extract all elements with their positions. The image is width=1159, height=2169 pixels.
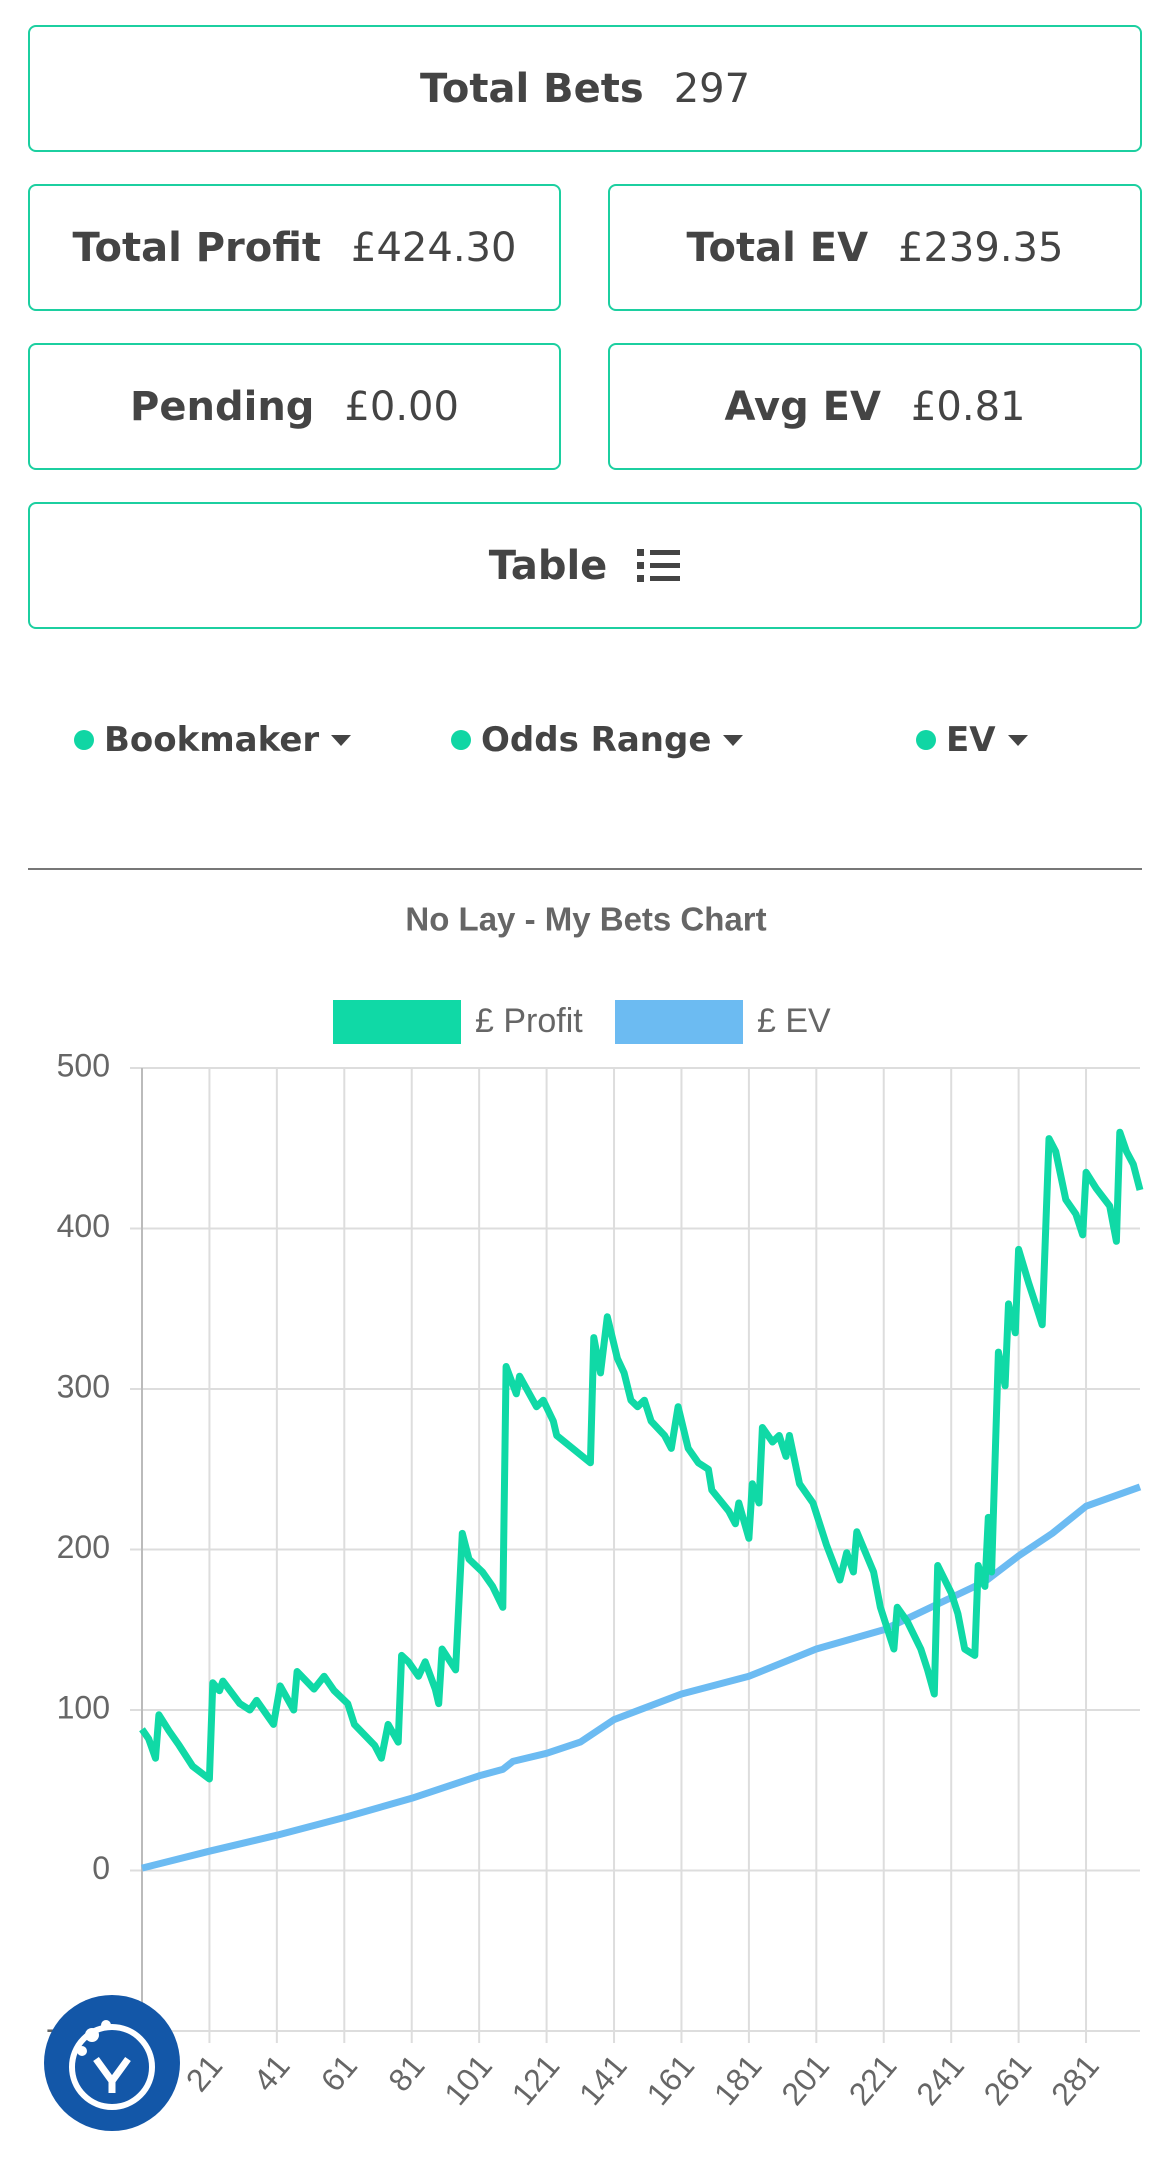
- x-tick-label: 241: [909, 2048, 971, 2112]
- x-tick-label: 221: [842, 2048, 904, 2112]
- chart-title: No Lay - My Bets Chart: [405, 901, 766, 938]
- stat-value: £239.35: [898, 224, 1064, 271]
- x-tick-label: 141: [572, 2048, 634, 2112]
- line: [141, 1483, 1142, 1872]
- caret: [331, 735, 352, 746]
- x-tick-label: 281: [1044, 2048, 1106, 2112]
- stat-label: Total Profit: [72, 224, 322, 271]
- x-tick-label: 181: [707, 2048, 769, 2112]
- stat-label: Total Bets: [419, 65, 644, 112]
- dot: [451, 730, 471, 750]
- caret: [723, 735, 744, 746]
- stat-value: £0.81: [910, 383, 1026, 430]
- caret: [1007, 735, 1028, 746]
- x-tick-label: 261: [977, 2048, 1039, 2112]
- dot: [916, 730, 936, 750]
- legend-label: £ EV: [757, 1002, 831, 1040]
- stat-card: Total Profit £424.30: [28, 184, 561, 311]
- y-tick-label: 400: [57, 1208, 110, 1244]
- line: [139, 1128, 1144, 1783]
- button-label: Table: [488, 542, 608, 589]
- stat-card: Avg EV £0.81: [608, 343, 1142, 470]
- x-tick-label: 121: [505, 2048, 567, 2112]
- chart: No Lay - My Bets Chart £ Profit£ EV-1000…: [46, 901, 1144, 2112]
- legend-swatch: [333, 1000, 461, 1044]
- legend-label: £ Profit: [475, 1002, 583, 1040]
- divider: [28, 868, 1142, 870]
- stat-value: 297: [673, 65, 751, 112]
- stat-label: Avg EV: [724, 383, 881, 430]
- stat-label: Pending: [130, 383, 315, 430]
- filter-dropdown[interactable]: Bookmaker: [74, 720, 353, 760]
- y-tick-label: 100: [57, 1689, 110, 1725]
- y-tick-label: 500: [57, 1047, 110, 1083]
- filter-dropdown[interactable]: EV: [916, 720, 1030, 760]
- filter-label: Odds Range: [481, 720, 712, 760]
- stat-value: £0.00: [344, 383, 459, 430]
- stat-card: Total EV £239.35: [608, 184, 1142, 311]
- stat-card: Total Bets 297: [28, 25, 1142, 152]
- table-button[interactable]: Table: [28, 502, 1142, 629]
- y-tick-label: 200: [57, 1529, 110, 1565]
- stat-label: Total EV: [686, 224, 869, 271]
- y-tick-label: 0: [92, 1850, 110, 1886]
- x-tick-label: 81: [381, 2048, 431, 2098]
- x-tick-label: 161: [639, 2048, 701, 2112]
- x-tick-label: 101: [437, 2048, 499, 2112]
- dot: [74, 730, 94, 750]
- cookie-logo[interactable]: [44, 1995, 180, 2131]
- x-tick-label: 201: [774, 2048, 836, 2112]
- x-tick-label: 41: [246, 2048, 296, 2098]
- x-tick-label: 61: [314, 2048, 364, 2098]
- stat-card: Pending £0.00: [28, 343, 561, 470]
- y-tick-label: 300: [57, 1368, 110, 1404]
- x-tick-label: 21: [179, 2048, 229, 2098]
- legend-swatch: [615, 1000, 743, 1044]
- filter-label: EV: [946, 720, 996, 760]
- stat-value: £424.30: [351, 224, 517, 271]
- filter-label: Bookmaker: [104, 720, 320, 760]
- list-icon: [637, 548, 681, 582]
- filter-dropdown[interactable]: Odds Range: [451, 720, 745, 760]
